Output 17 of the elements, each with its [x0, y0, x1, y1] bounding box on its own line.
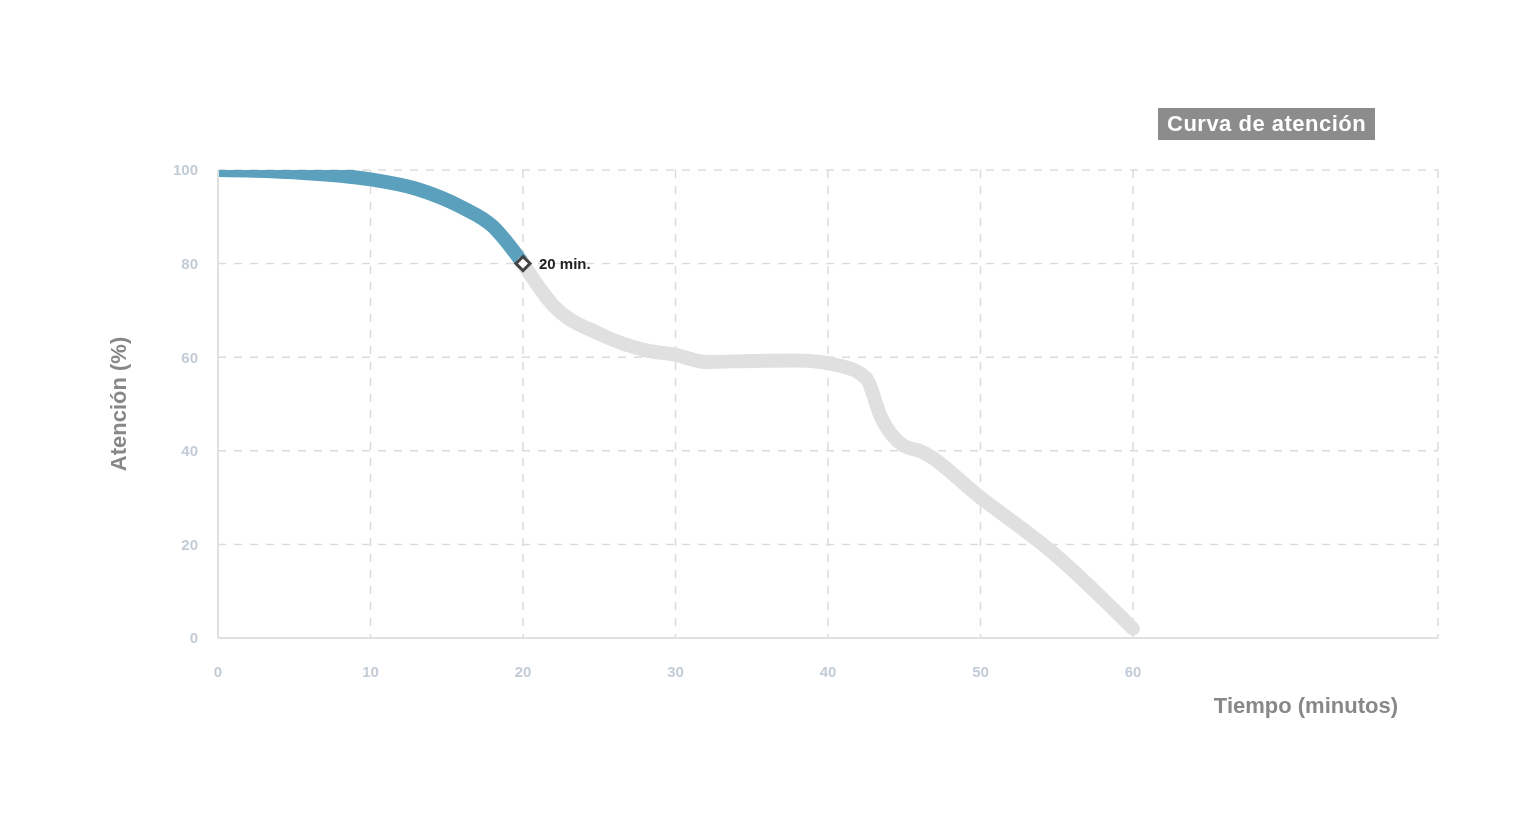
annotation: 20 min. [539, 254, 591, 272]
x-tick-label: 0 [213, 662, 223, 680]
y-axis-title: Atención (%) [105, 336, 131, 472]
x-axis-title: Tiempo (minutos) [1213, 693, 1398, 718]
y-tick-label: 0 [189, 629, 198, 647]
x-tick-label: 60 [1124, 662, 1142, 680]
chart-title: Curva de atención [1158, 108, 1376, 140]
y-tick-label: 60 [181, 348, 198, 366]
y-tick-label: 100 [172, 161, 198, 179]
y-tick-label: 20 [181, 535, 198, 553]
x-tick-label: 40 [819, 662, 837, 680]
x-tick-label: 10 [362, 662, 379, 680]
x-tick-label: 30 [667, 662, 684, 680]
y-tick-label: 80 [181, 254, 198, 272]
x-tick-label: 20 [514, 662, 532, 680]
y-tick-label: 40 [181, 442, 198, 460]
x-tick-label: 50 [972, 662, 989, 680]
